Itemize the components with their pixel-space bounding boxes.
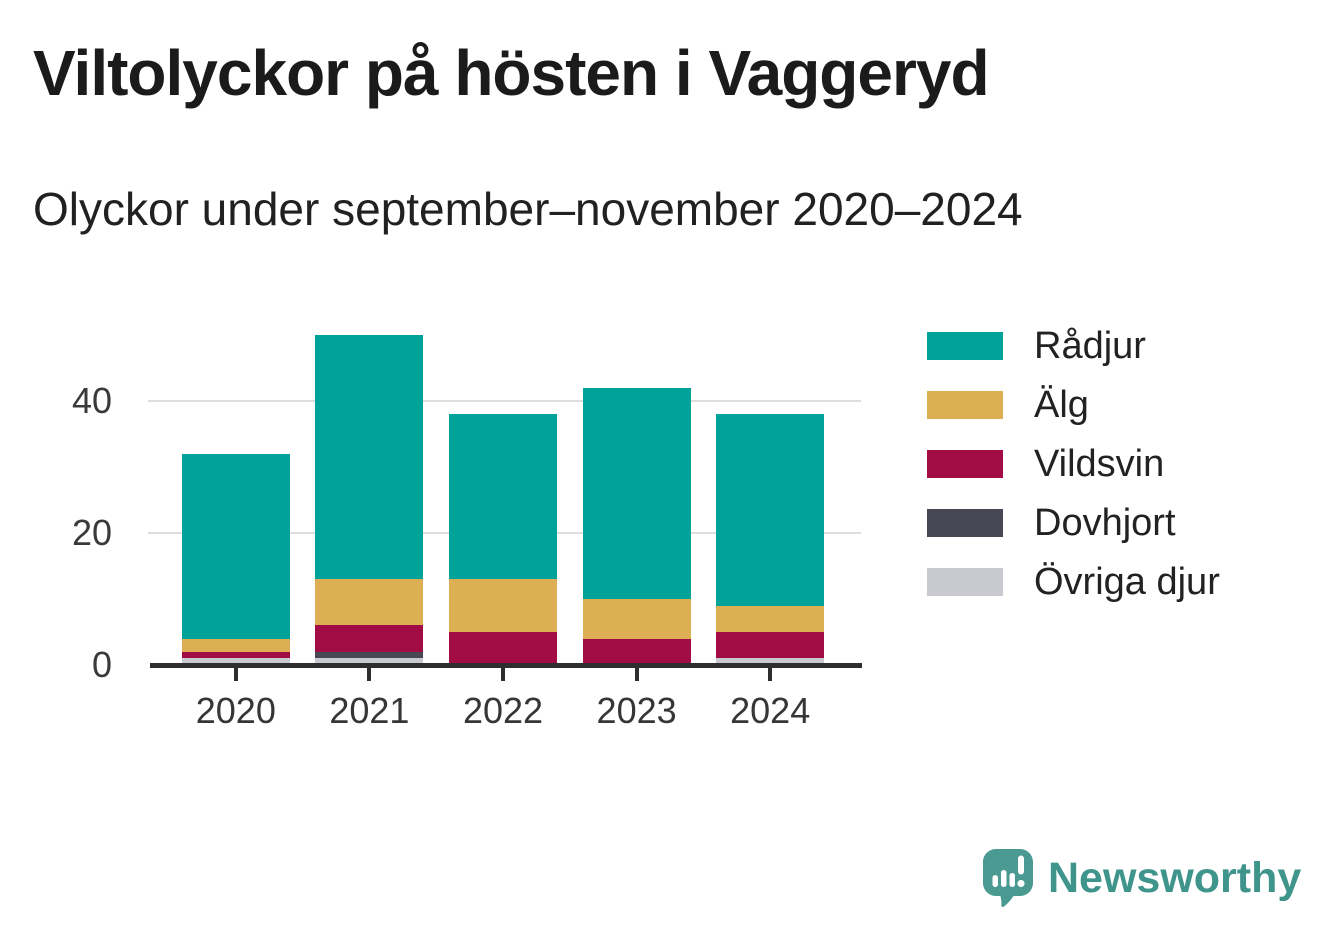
legend-item-vildsvin: Vildsvin [927, 443, 1164, 485]
x-tick-label-2022: 2022 [462, 690, 544, 731]
chart-subtitle: Olyckor under september–november 2020–20… [33, 183, 1023, 235]
segment-2022-vildsvin [449, 631, 557, 665]
segment-2022-rådjur [449, 414, 557, 580]
x-tick-2022 [501, 668, 505, 681]
legend-item-rådjur: Rådjur [927, 325, 1146, 367]
x-tick-2020 [233, 668, 238, 681]
legend-label: Övriga djur [1034, 560, 1220, 603]
segment-2022-älg [449, 579, 557, 632]
segment-2021-övriga-djur [315, 658, 424, 665]
legend-item-dovhjort: Dovhjort [927, 502, 1176, 544]
segment-2020-älg [181, 638, 290, 652]
segment-2023-rådjur [582, 387, 691, 599]
legend-item-älg: Älg [927, 384, 1089, 426]
legend-swatch [927, 332, 1003, 360]
y-tick-label-20: 20 [71, 512, 112, 553]
segment-2020-övriga-djur [181, 658, 290, 665]
stacked-bar-2022 [449, 414, 557, 665]
x-tick-2023 [634, 668, 639, 681]
segment-2021-älg [315, 579, 424, 626]
segment-2024-rådjur [716, 414, 825, 606]
legend-label: Dovhjort [1034, 501, 1176, 544]
brand-name: Newsworthy [1048, 854, 1302, 902]
x-tick-2024 [768, 668, 773, 681]
chart-title: Viltolyckor på hösten i Vaggeryd [33, 37, 990, 109]
legend-swatch [927, 509, 1003, 537]
x-tick-label-2021: 2021 [329, 690, 410, 731]
segment-2023-vildsvin [582, 638, 691, 665]
segment-2024-övriga-djur [716, 658, 825, 665]
x-tick-label-2023: 2023 [596, 690, 677, 731]
segment-2021-vildsvin [315, 625, 424, 652]
legend-label: Älg [1034, 383, 1089, 426]
legend-swatch [927, 568, 1003, 596]
y-tick-label-40: 40 [71, 380, 112, 421]
segment-2023-älg [582, 598, 691, 639]
stacked-bar-2020 [181, 453, 290, 665]
x-tick-2021 [367, 668, 372, 681]
segment-2021-rådjur [315, 335, 424, 580]
x-tick-label-2020: 2020 [195, 690, 276, 731]
legend-label: Rådjur [1034, 324, 1146, 367]
segment-2020-rådjur [181, 453, 290, 639]
segment-2024-älg [716, 605, 825, 632]
legend-label: Vildsvin [1034, 442, 1165, 485]
newsworthy-logo-icon [983, 849, 1033, 907]
segment-2021-dovhjort [315, 651, 424, 659]
segment-2020-vildsvin [181, 651, 290, 659]
stacked-bar-2023 [582, 387, 691, 665]
legend-swatch [927, 391, 1003, 419]
stacked-bar-2024 [716, 414, 825, 665]
gridline-40 [148, 400, 861, 402]
y-tick-label-0: 0 [91, 644, 112, 685]
x-axis-line [150, 663, 862, 668]
legend-swatch [927, 450, 1003, 478]
segment-2024-vildsvin [716, 631, 825, 659]
x-tick-label-2024: 2024 [730, 690, 811, 731]
stacked-bar-2021 [315, 335, 424, 665]
legend-item-övriga-djur: Övriga djur [927, 561, 1220, 603]
